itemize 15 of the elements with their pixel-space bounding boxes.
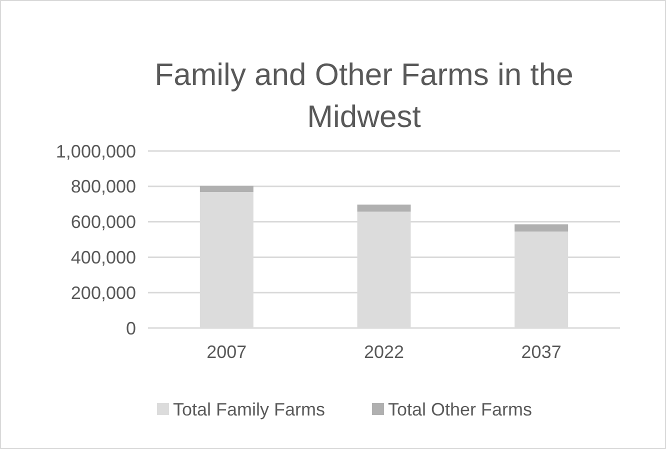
chart-title: Family and Other Farms in the Midwest xyxy=(154,57,574,134)
bar xyxy=(514,224,568,232)
y-tick-label: 800,000 xyxy=(70,176,136,197)
y-tick-label: 0 xyxy=(126,318,136,338)
bar xyxy=(357,204,411,212)
legend-label: Total Other Farms xyxy=(388,399,532,420)
y-tick-label: 600,000 xyxy=(70,212,136,232)
x-tick-label: 2022 xyxy=(364,342,404,362)
x-tick-label: 2037 xyxy=(521,342,562,362)
y-tick-label: 400,000 xyxy=(70,248,136,268)
legend-label: Total Family Farms xyxy=(173,399,326,420)
x-tick-label: 2007 xyxy=(206,342,247,362)
y-tick-label: 200,000 xyxy=(70,282,136,303)
bar xyxy=(200,186,254,192)
y-tick-label: 1,000,000 xyxy=(56,141,136,162)
